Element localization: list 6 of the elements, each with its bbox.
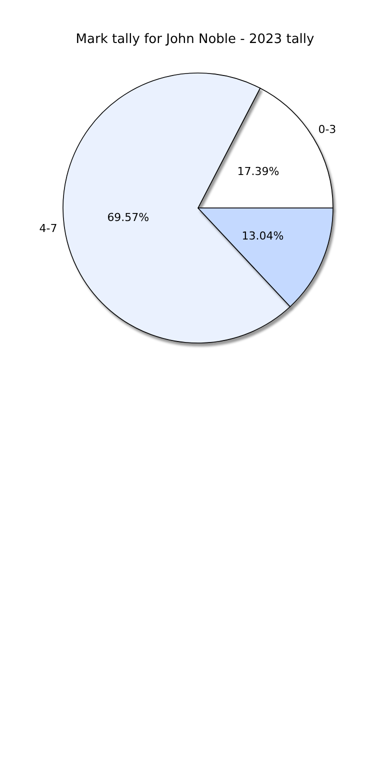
data-label: 17.39% [237, 164, 280, 178]
slice-label: 0-3 [318, 122, 336, 136]
chart-title: Mark tally for John Noble - 2023 tally [76, 32, 314, 47]
data-label: 13.04% [242, 230, 284, 243]
data-label: 69.57% [107, 211, 150, 224]
slice-label: 4-7 [39, 222, 58, 236]
